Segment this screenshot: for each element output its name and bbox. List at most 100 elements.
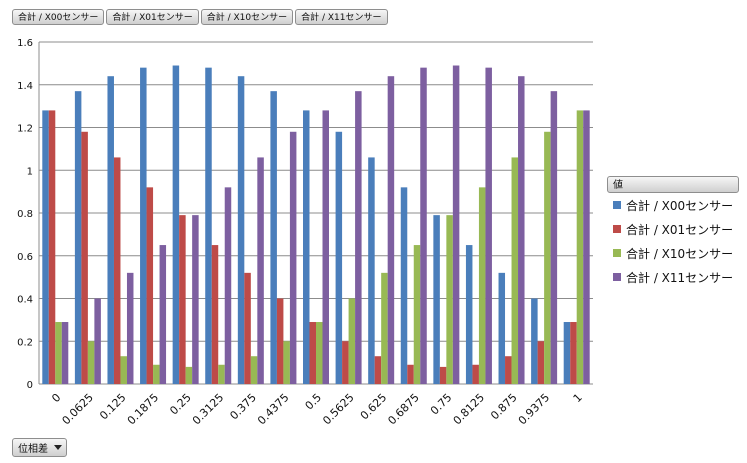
x-tick-label: 0.8125 xyxy=(451,391,487,427)
bar-x00 xyxy=(335,131,343,384)
bar-x01 xyxy=(146,187,154,384)
bar-x10 xyxy=(316,322,323,384)
bar-x11 xyxy=(387,76,395,384)
y-tick-label: 1.6 xyxy=(17,38,33,49)
bar-x11 xyxy=(224,187,232,384)
legend-label-x01: 合計 / X01センサー xyxy=(626,222,734,237)
bar-x01 xyxy=(342,341,349,384)
bar-x01 xyxy=(472,364,479,384)
x-tick-label: 0.9375 xyxy=(516,391,552,427)
bar-x11 xyxy=(289,131,297,384)
bar-x11 xyxy=(452,65,460,384)
y-tick-label: 0.4 xyxy=(17,295,33,306)
x-tick-label: 0.75 xyxy=(428,391,455,418)
x-tick-label: 1 xyxy=(571,391,585,405)
legend-item-x10: 合計 / X10センサー xyxy=(607,241,739,265)
x-tick-label: 0.25 xyxy=(167,391,194,418)
bar-x00 xyxy=(433,215,440,384)
bar-x00 xyxy=(172,65,180,384)
bar-x10 xyxy=(576,110,584,385)
axis-field-button[interactable]: 位相差 xyxy=(12,438,67,457)
bar-x11 xyxy=(485,67,492,385)
bar-x00 xyxy=(74,91,82,384)
bar-x01 xyxy=(570,322,577,384)
y-tick-label: 1 xyxy=(27,166,33,177)
x-tick-label: 0.5625 xyxy=(320,391,356,427)
bar-x11 xyxy=(420,67,427,385)
bar-x01 xyxy=(48,110,56,385)
bar-x11 xyxy=(518,76,525,384)
legend-item-x11: 合計 / X11センサー xyxy=(607,265,739,289)
bar-x11 xyxy=(159,245,167,384)
x-tick-label: 0.3125 xyxy=(190,391,226,427)
legend-swatch-x10 xyxy=(613,249,621,257)
bar-x00 xyxy=(303,110,310,385)
x-tick-label: 0.1875 xyxy=(125,391,161,427)
field-button-x00[interactable]: 合計 / X00センサー xyxy=(12,9,105,25)
y-tick-label: 0.8 xyxy=(17,209,33,220)
bar-x01 xyxy=(179,215,186,384)
bar-x10 xyxy=(153,364,160,384)
legend-swatch-x01 xyxy=(613,225,621,233)
bar-x01 xyxy=(505,356,512,384)
bar-x10 xyxy=(446,215,453,384)
bar-x00 xyxy=(563,322,571,384)
bar-x00 xyxy=(140,67,147,385)
series-field-buttons: 合計 / X00センサー 合計 / X01センサー 合計 / X10センサー 合… xyxy=(12,9,388,25)
field-button-x10[interactable]: 合計 / X10センサー xyxy=(200,9,294,25)
legend-item-x00: 合計 / X00センサー xyxy=(607,193,739,217)
bar-x11 xyxy=(257,157,264,384)
y-tick-label: 0.2 xyxy=(17,337,33,348)
bar-x11 xyxy=(355,91,362,384)
legend-swatch-x00 xyxy=(613,201,621,209)
bar-x10 xyxy=(120,356,127,384)
field-button-x11[interactable]: 合計 / X11センサー xyxy=(295,9,388,25)
bar-x10 xyxy=(250,356,258,384)
x-tick-label: 0 xyxy=(49,391,63,405)
bar-x01 xyxy=(113,157,121,384)
bar-x00 xyxy=(531,298,538,384)
bar-x10 xyxy=(413,245,421,384)
bar-x01 xyxy=(309,322,316,384)
y-tick-label: 0 xyxy=(27,380,33,391)
bar-x01 xyxy=(81,131,88,384)
bar-x11 xyxy=(583,110,590,385)
bar-x11 xyxy=(126,272,134,384)
dropdown-arrow-icon[interactable] xyxy=(54,445,62,450)
legend: 値 合計 / X00センサー 合計 / X01センサー 合計 / X10センサー… xyxy=(607,176,739,289)
bar-x00 xyxy=(465,245,473,384)
legend-item-x01: 合計 / X01センサー xyxy=(607,217,739,241)
bar-x11 xyxy=(61,322,69,384)
x-tick-label: 0.6875 xyxy=(385,391,421,427)
x-tick-label: 0.4375 xyxy=(255,391,291,427)
bar-x10 xyxy=(381,272,388,384)
bar-x00 xyxy=(237,76,245,384)
bar-x10 xyxy=(87,341,95,384)
bar-x10 xyxy=(283,341,290,384)
x-tick-label: 0.0625 xyxy=(60,391,96,427)
field-button-x01[interactable]: 合計 / X01センサー xyxy=(106,9,199,25)
bar-x10 xyxy=(544,131,551,384)
bar-x11 xyxy=(322,110,329,385)
y-tick-label: 1.2 xyxy=(17,124,33,135)
bar-x01 xyxy=(244,272,251,384)
legend-label-x11: 合計 / X11センサー xyxy=(626,270,734,285)
bar-x00 xyxy=(368,157,375,384)
bar-x01 xyxy=(276,298,284,384)
x-tick-label: 0.5 xyxy=(303,391,325,413)
legend-label-x10: 合計 / X10センサー xyxy=(626,246,734,261)
legend-title[interactable]: 値 xyxy=(607,176,739,193)
y-tick-label: 1.4 xyxy=(17,81,33,92)
bar-x00 xyxy=(205,67,212,385)
bar-x11 xyxy=(94,298,101,384)
bar-x00 xyxy=(107,76,114,384)
bar-x11 xyxy=(192,215,199,384)
bar-x10 xyxy=(55,322,62,384)
bar-x01 xyxy=(537,341,545,384)
y-tick-label: 0.6 xyxy=(17,252,33,263)
axis-field-label: 位相差 xyxy=(18,444,48,455)
bar-x00 xyxy=(270,91,277,384)
legend-label-x00: 合計 / X00センサー xyxy=(626,198,734,213)
bar-x00 xyxy=(498,272,506,384)
